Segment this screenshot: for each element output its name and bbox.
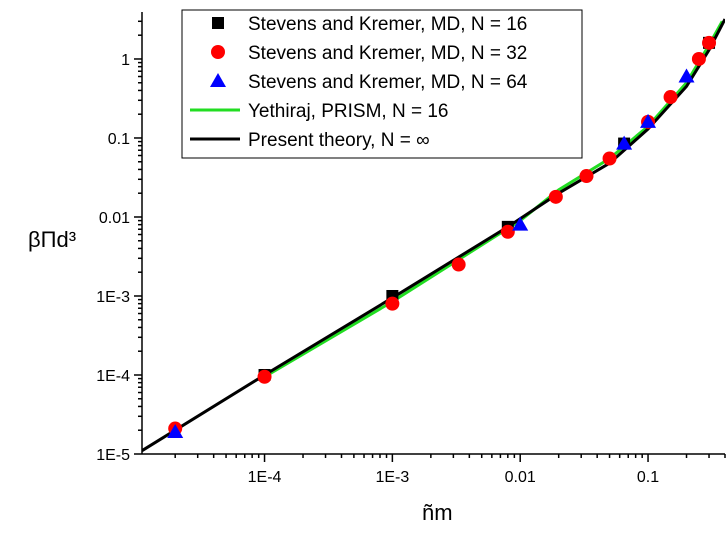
data-point-circle-6 — [579, 169, 594, 184]
legend-marker-square — [212, 17, 224, 29]
y-tick-label: 0.01 — [99, 210, 130, 227]
x-tick-label: 1E-4 — [248, 469, 282, 486]
y-tick-label: 1E-3 — [96, 289, 130, 306]
legend: Stevens and Kremer, MD, N = 16 Stevens an… — [181, 9, 583, 159]
x-tick-label: 0.01 — [505, 469, 536, 486]
y-tick-label: 1E-5 — [96, 447, 130, 464]
y-axis-title: βΠd³ — [28, 227, 76, 252]
data-point-circle-2 — [385, 296, 400, 311]
axes-layer: 1E-4 1E-3 0.01 0.1 1E-5 1E-4 1E-3 0.01 0.1 1 — [96, 12, 726, 486]
data-point-triangle-3 — [640, 113, 657, 128]
data-point-triangle-1 — [512, 216, 529, 231]
data-point-triangle-2 — [616, 135, 633, 150]
legend-entry: Yethiraj, PRISM, N = 16 — [248, 101, 448, 122]
legend-entry: Stevens and Kremer, MD, N = 32 — [248, 43, 527, 64]
series-layer — [142, 18, 725, 452]
legend-box — [181, 9, 583, 159]
data-point-circle-1 — [257, 369, 272, 384]
y-tick-label: 0.1 — [108, 131, 130, 148]
legend-marker-circle — [211, 45, 225, 59]
data-point-circle-11 — [702, 35, 717, 50]
y-tick-label: 1E-4 — [96, 368, 130, 385]
legend-marker-triangle — [210, 73, 226, 87]
legend-entry: Stevens and Kremer, MD, N = 64 — [248, 72, 528, 93]
data-point-circle-7 — [602, 151, 617, 166]
y-tick-label: 1 — [121, 52, 130, 69]
legend-entry: Stevens and Kremer, MD, N = 16 — [248, 14, 527, 35]
x-tick-label: 1E-3 — [375, 469, 409, 486]
data-point-circle-4 — [500, 224, 515, 239]
legend-entry: Present theory, N = ∞ — [248, 130, 430, 151]
data-point-triangle-0 — [167, 423, 184, 438]
x-tick-label: 0.1 — [637, 469, 659, 486]
data-point-triangle-4 — [678, 68, 695, 83]
data-point-circle-10 — [691, 51, 706, 66]
x-axis-title: ñm — [422, 500, 453, 525]
data-point-circle-3 — [451, 257, 466, 272]
data-point-circle-9 — [663, 90, 678, 105]
data-point-circle-5 — [548, 189, 563, 204]
